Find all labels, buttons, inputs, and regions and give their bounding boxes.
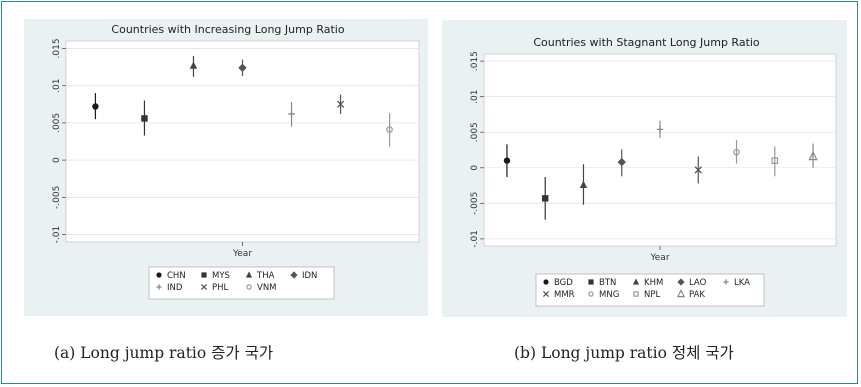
legend-marker-btn [588, 279, 594, 285]
point-chn [92, 103, 99, 110]
legend-marker-phl [200, 283, 208, 291]
series-phl [336, 94, 345, 114]
y-tick-label: .005 [52, 113, 62, 133]
series-lao [617, 149, 626, 177]
series-ind [288, 102, 295, 127]
x-axis-label: Year [649, 253, 669, 263]
legend-marker-chn [156, 272, 162, 278]
legend-label-bgd: BGD [554, 278, 573, 288]
caption-b: (b) Long jump ratio 정체 국가 [514, 344, 734, 362]
chart-stagnant-long-jump: Countries with Stagnant Long Jump Ratio.… [470, 36, 837, 307]
point-btn [542, 195, 549, 202]
y-tick-label: -.005 [52, 186, 62, 209]
legend-label-chn: CHN [167, 271, 186, 281]
point-lka [656, 126, 664, 133]
legend-label-khm: KHM [644, 278, 663, 288]
legend-label-phl: PHL [212, 283, 229, 293]
y-tick-label: .005 [470, 122, 480, 142]
legend-marker-lao [677, 278, 685, 286]
legend-label-mys: MYS [212, 271, 230, 281]
series-tha [189, 55, 198, 77]
legend-marker-khm [632, 278, 640, 285]
legend-label-lao: LAO [689, 278, 707, 288]
y-tick-label: 0 [52, 157, 62, 163]
series-mng [733, 140, 740, 164]
legend-marker-mng [588, 291, 594, 297]
y-tick-label: .015 [470, 51, 480, 71]
caption-a: (a) Long jump ratio 증가 국가 [54, 344, 274, 362]
legend-box [148, 266, 335, 300]
chart-increasing-long-jump: Countries with Increasing Long Jump Rati… [52, 23, 420, 300]
point-bgd [503, 157, 511, 164]
chart-title: Countries with Stagnant Long Jump Ratio [533, 36, 760, 49]
legend: BGD BTN KHM LAO LKA MMR MNG NPL PAK [535, 273, 765, 307]
point-phl [336, 100, 345, 108]
legend-box [535, 273, 765, 307]
legend-marker-mys [201, 272, 207, 278]
point-mng [733, 148, 740, 156]
series-mys [141, 100, 148, 136]
legend-label-btn: BTN [599, 278, 616, 288]
legend-label-tha: THA [256, 271, 275, 281]
point-mmr [694, 166, 702, 174]
y-tick-label: .015 [52, 38, 62, 58]
chart-title: Countries with Increasing Long Jump Rati… [111, 23, 344, 36]
point-idn [238, 63, 247, 72]
point-khm [579, 180, 588, 189]
legend-label-npl: NPL [644, 290, 660, 300]
series-pak [808, 143, 818, 168]
series-idn [238, 59, 247, 76]
legend-marker-bgd [543, 279, 549, 285]
series-vnm [386, 113, 393, 147]
y-tick-label: .01 [470, 90, 480, 104]
legend-marker-vnm [246, 284, 252, 290]
series-mmr [694, 156, 702, 184]
legend-label-idn: IDN [302, 271, 317, 281]
legend-label-lka: LKA [734, 278, 750, 288]
series-bgd [503, 144, 511, 178]
x-axis-label: Year [232, 249, 252, 259]
point-npl [771, 157, 779, 164]
legend: CHN MYS THA IDN IND PHL VNM [148, 266, 335, 300]
y-tick-label: .01 [52, 79, 62, 93]
legend-marker-lka [723, 279, 729, 285]
point-vnm [386, 126, 393, 133]
series-npl [771, 146, 779, 177]
legend-label-mng: MNG [599, 290, 619, 300]
point-lao [617, 157, 626, 167]
series-btn [542, 177, 549, 220]
series-chn [92, 93, 99, 120]
point-ind [288, 110, 295, 118]
point-mys [141, 115, 148, 122]
series-lka [656, 120, 664, 138]
legend-marker-pak [676, 289, 686, 298]
legend-marker-npl [633, 291, 639, 297]
chart-panel-stagnant: Countries with Stagnant Long Jump Ratio.… [442, 20, 847, 317]
plot-area [483, 53, 837, 247]
chart-panel-increasing: Countries with Increasing Long Jump Rati… [24, 19, 428, 316]
legend-label-mmr: MMR [554, 290, 575, 300]
legend-label-vnm: VNM [257, 283, 277, 293]
legend-marker-tha [245, 271, 253, 278]
series-khm [579, 164, 588, 205]
point-tha [189, 61, 198, 69]
legend-marker-mmr [542, 290, 550, 298]
point-pak [808, 150, 818, 161]
y-tick-label: -.01 [470, 230, 480, 248]
legend-label-pak: PAK [689, 290, 705, 300]
y-tick-label: -.005 [470, 192, 480, 215]
legend-marker-ind [156, 284, 162, 290]
y-tick-label: -.01 [52, 226, 62, 244]
y-tick-label: 0 [470, 165, 480, 171]
legend-label-ind: IND [167, 283, 183, 293]
legend-marker-idn [290, 271, 298, 279]
